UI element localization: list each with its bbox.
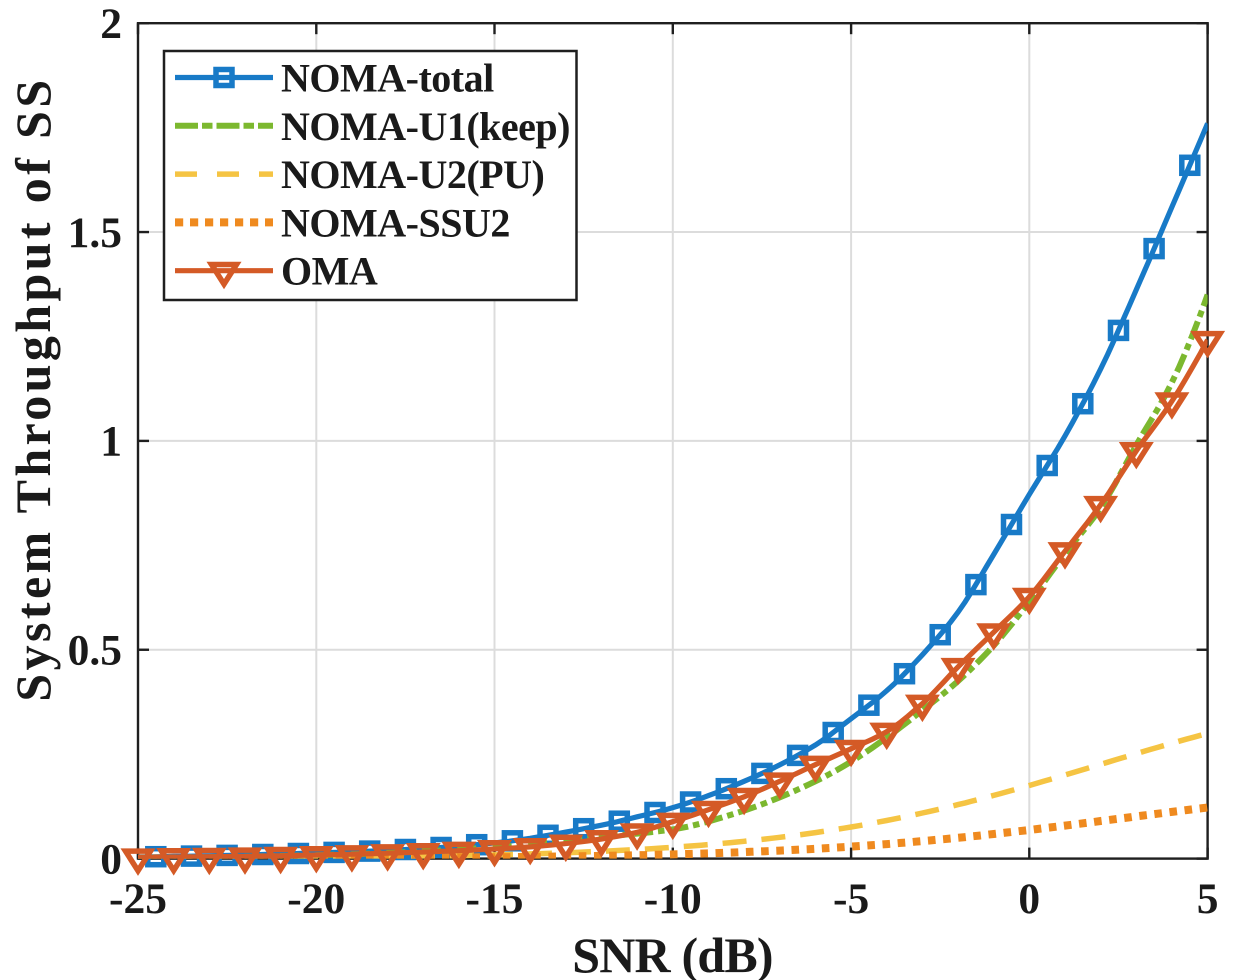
svg-text:-5: -5 — [833, 875, 869, 923]
svg-text:-20: -20 — [287, 875, 345, 923]
svg-text:1: 1 — [100, 418, 122, 466]
svg-text:2: 2 — [100, 0, 122, 48]
svg-text:0: 0 — [100, 835, 122, 883]
svg-text:1.5: 1.5 — [68, 209, 122, 257]
svg-text:NOMA-SSU2: NOMA-SSU2 — [281, 200, 510, 245]
svg-text:-25: -25 — [109, 875, 167, 923]
svg-text:OMA: OMA — [281, 249, 378, 294]
svg-text:System Throughput of SS: System Throughput of SS — [5, 76, 61, 701]
svg-text:0.5: 0.5 — [68, 627, 122, 675]
svg-text:NOMA-total: NOMA-total — [281, 56, 494, 101]
svg-text:NOMA-U1(keep): NOMA-U1(keep) — [281, 104, 570, 149]
svg-text:SNR (dB): SNR (dB) — [572, 927, 773, 980]
svg-text:NOMA-U2(PU): NOMA-U2(PU) — [281, 152, 544, 197]
svg-text:-10: -10 — [644, 875, 702, 923]
svg-text:0: 0 — [1018, 875, 1040, 923]
svg-text:5: 5 — [1197, 875, 1219, 923]
svg-text:-15: -15 — [466, 875, 524, 923]
